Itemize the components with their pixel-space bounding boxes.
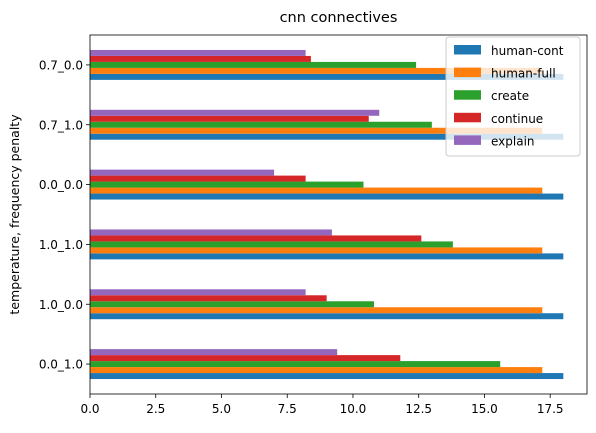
bar-create-0.7_0.0	[90, 61, 417, 68]
x-tick-label: 5.0	[212, 402, 231, 416]
y-tick-label: 0.7_1.0	[39, 118, 83, 132]
y-axis-label: temperature, frequency penalty	[7, 114, 22, 315]
bar-create-1.0_0.0	[90, 301, 374, 308]
y-tick-label: 1.0_1.0	[39, 238, 83, 252]
plot-frame	[89, 34, 588, 395]
legend-label-human-full: human-full	[491, 67, 556, 81]
bar-explain-0.0_1.0	[90, 349, 338, 356]
chart-title: cnn connectives	[280, 10, 398, 26]
legend-swatch-human-cont	[454, 45, 481, 55]
legend-label-continue: continue	[491, 112, 543, 126]
x-tick-label: 2.5	[146, 402, 165, 416]
x-tick-label: 0.0	[80, 402, 99, 416]
bar-human-full-0.0_1.0	[90, 367, 543, 374]
bar-human-cont-1.0_1.0	[90, 253, 564, 260]
bar-continue-0.7_0.0	[90, 55, 311, 62]
x-tick-label: 10.0	[340, 402, 367, 416]
bar-human-full-0.7_0.0	[90, 67, 543, 74]
bar-continue-1.0_1.0	[90, 235, 422, 242]
axes-group: 0.0 2.5 5.0 7.5 10.0 12.5 15.0 17.5 0.0_1.0 1.0_0…	[39, 34, 588, 416]
legend-label-create: create	[491, 89, 529, 103]
bar-create-0.0_0.0	[90, 181, 364, 188]
bar-human-full-0.0_0.0	[90, 187, 543, 194]
legend-swatch-explain	[454, 135, 481, 145]
bar-human-cont-0.7_0.0	[90, 73, 564, 80]
y-tick-label: 1.0_0.0	[39, 298, 83, 312]
bars-group	[90, 49, 564, 380]
bar-continue-0.7_1.0	[90, 115, 369, 122]
bar-human-cont-0.0_1.0	[90, 373, 564, 380]
bar-explain-0.7_1.0	[90, 109, 380, 116]
bar-human-cont-0.7_1.0	[90, 133, 564, 140]
legend-box	[445, 36, 581, 157]
bar-human-full-0.7_1.0	[90, 127, 543, 134]
bar-explain-0.0_0.0	[90, 169, 275, 176]
x-tick-label: 7.5	[278, 402, 297, 416]
y-tick-label: 0.7_0.0	[39, 58, 83, 72]
bar-explain-1.0_1.0	[90, 229, 332, 236]
legend-swatch-continue	[454, 112, 481, 123]
legend-swatch-human-full	[454, 67, 481, 78]
bar-continue-0.0_1.0	[90, 355, 401, 362]
legend-swatch-create	[454, 90, 481, 100]
bar-create-1.0_1.0	[90, 241, 453, 248]
bar-human-cont-0.0_0.0	[90, 193, 564, 200]
legend-label-explain: explain	[491, 134, 535, 148]
x-tick-label: 15.0	[471, 402, 498, 416]
legend-label-human-cont: human-cont	[491, 44, 564, 58]
bar-continue-0.0_0.0	[90, 175, 306, 182]
bar-create-0.7_1.0	[90, 121, 432, 128]
bar-explain-1.0_0.0	[90, 289, 306, 296]
bar-explain-0.7_0.0	[90, 49, 306, 56]
bar-create-0.0_1.0	[90, 361, 501, 368]
y-tick-label: 0.0_0.0	[39, 178, 83, 192]
y-tick-label: 0.0_1.0	[39, 358, 83, 372]
bar-human-cont-1.0_0.0	[90, 313, 564, 320]
legend: human-cont human-full create continue explai…	[445, 36, 581, 157]
bar-continue-1.0_0.0	[90, 295, 327, 302]
bar-human-full-1.0_1.0	[90, 247, 543, 254]
x-tick-label: 17.5	[537, 402, 564, 416]
x-tick-label: 12.5	[405, 402, 432, 416]
bar-human-full-1.0_0.0	[90, 307, 543, 314]
